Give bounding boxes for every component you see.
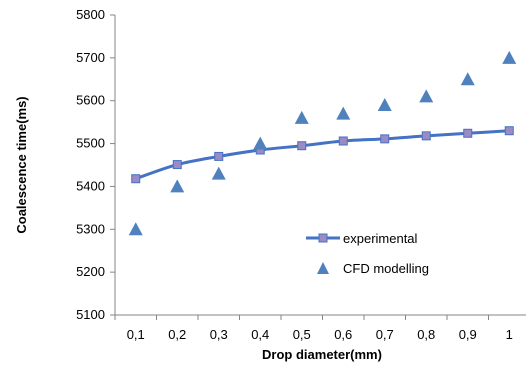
data-point-experimental — [463, 128, 473, 138]
data-point-experimental — [504, 126, 514, 136]
y-axis: 5100 5200 5300 5400 5500 5600 5700 5800 — [76, 7, 116, 322]
y-tick-label: 5400 — [76, 178, 105, 193]
data-point-cfd-modelling — [336, 106, 351, 120]
x-tick-label: 1 — [506, 327, 513, 342]
data-point-cfd-modelling — [294, 110, 309, 124]
data-point-cfd-modelling — [377, 98, 392, 111]
x-tick-label: 0,2 — [168, 327, 186, 342]
data-point-experimental — [172, 160, 182, 170]
data-point-cfd-modelling — [253, 136, 268, 150]
x-tick-label: 0,9 — [459, 327, 477, 342]
data-point-experimental — [421, 131, 431, 141]
data-point-cfd-modelling — [211, 166, 226, 180]
y-tick-label: 5800 — [76, 7, 105, 22]
y-ticks: 5100 5200 5300 5400 5500 5600 5700 5800 — [76, 7, 115, 322]
data-point-cfd-modelling — [502, 50, 517, 64]
legend-marker-experimental — [318, 233, 328, 243]
data-point-experimental — [214, 151, 224, 161]
data-point-cfd-modelling — [460, 72, 475, 86]
y-tick-label: 5200 — [76, 264, 105, 279]
x-tick-label: 0,7 — [376, 327, 394, 342]
legend-label-experimental: experimental — [343, 231, 418, 246]
legend-item-experimental: experimental — [306, 231, 418, 246]
data-point-experimental — [297, 141, 307, 151]
y-tick-label: 5100 — [76, 307, 105, 322]
x-tick-label: 0,1 — [127, 327, 145, 342]
x-axis-title: Drop diameter(mm) — [262, 347, 382, 362]
data-point-cfd-modelling — [419, 89, 434, 103]
data-point-experimental — [131, 174, 141, 184]
y-tick-label: 5500 — [76, 136, 105, 151]
series-line-experimental — [135, 129, 510, 181]
x-tick-label: 0,6 — [334, 327, 352, 342]
y-tick-label: 5300 — [76, 221, 105, 236]
x-axis: 0,1 0,2 0,3 0,4 0,5 0,6 0,7 0,8 0,9 1 — [114, 314, 526, 342]
x-tick-label: 0,3 — [210, 327, 228, 342]
x-tick-label: 0,4 — [251, 327, 269, 342]
data-point-cfd-modelling — [128, 222, 143, 236]
data-point-experimental — [380, 134, 390, 144]
x-tick-label: 0,5 — [293, 327, 311, 342]
y-tick-label: 5600 — [76, 93, 105, 108]
legend-marker-cfd-modelling — [317, 262, 329, 274]
y-tick-label: 5700 — [76, 50, 105, 65]
legend-item-cfd-modelling: CFD modelling — [317, 261, 429, 276]
x-ticks: 0,1 0,2 0,3 0,4 0,5 0,6 0,7 0,8 0,9 1 — [114, 315, 513, 342]
legend-label-cfd-modelling: CFD modelling — [343, 261, 429, 276]
data-point-cfd-modelling — [170, 179, 185, 193]
y-axis-title: Coalescence time(ms) — [14, 96, 29, 233]
x-tick-label: 0,8 — [417, 327, 435, 342]
legend: experimental CFD modelling — [306, 231, 429, 276]
data-point-experimental — [338, 136, 348, 146]
series-layer — [128, 50, 517, 236]
